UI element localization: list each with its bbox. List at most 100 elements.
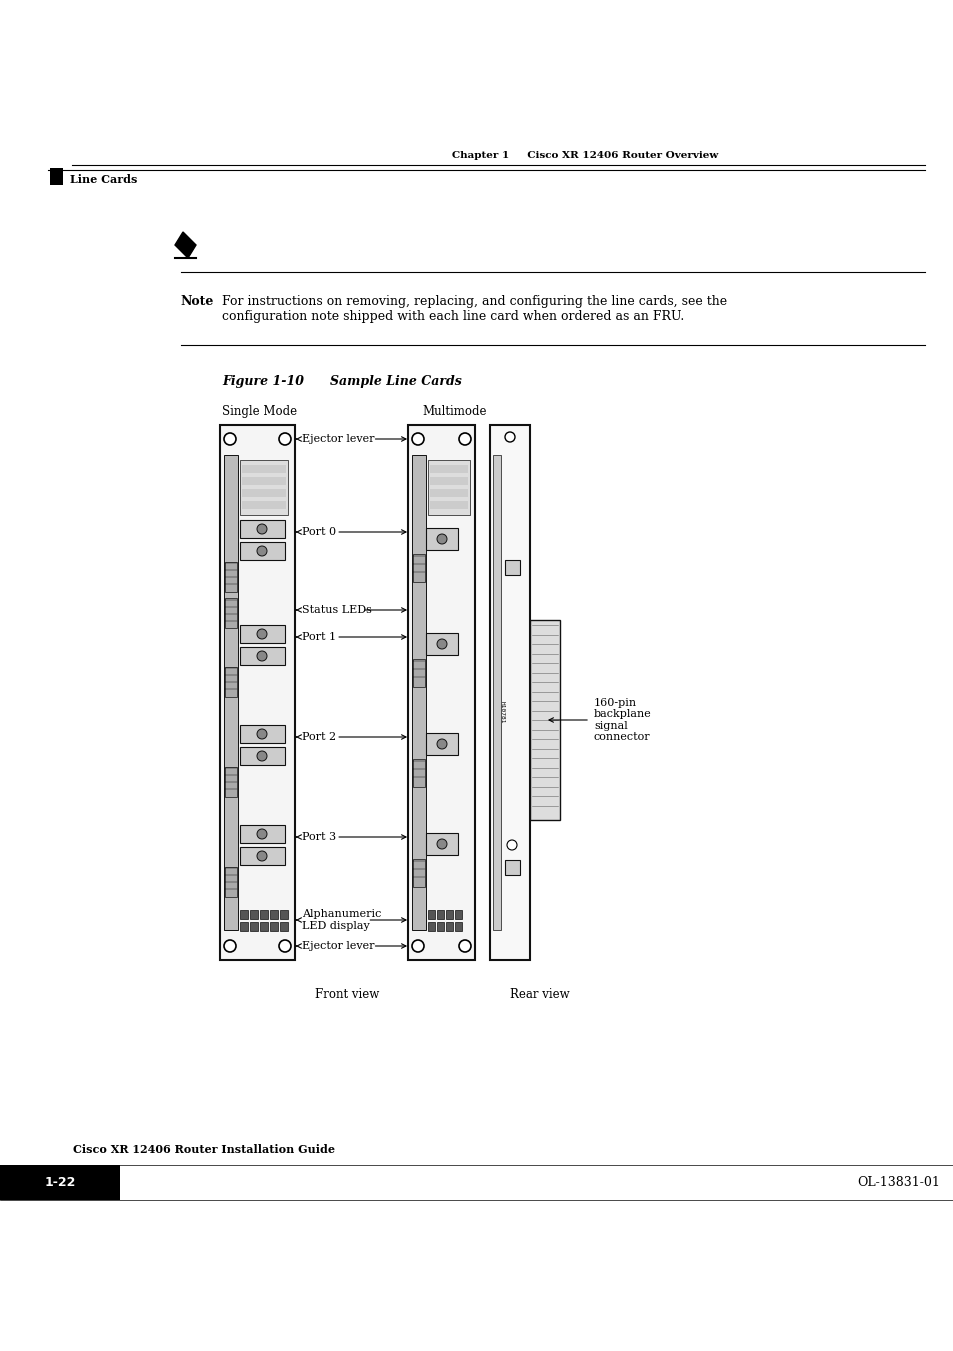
Circle shape [256, 651, 267, 661]
Text: Rear view: Rear view [510, 988, 569, 1001]
Circle shape [436, 839, 447, 848]
Text: Port 1: Port 1 [302, 632, 335, 642]
Bar [225, 562, 236, 592]
Text: Port 2: Port 2 [302, 732, 335, 742]
Circle shape [458, 434, 471, 444]
Bar [413, 659, 424, 688]
Text: Ejector lever: Ejector lever [302, 434, 375, 444]
Text: OL-13831-01: OL-13831-01 [856, 1177, 939, 1189]
Bar [242, 477, 286, 485]
Bar [250, 921, 257, 931]
Bar [430, 501, 468, 509]
Bar [240, 725, 285, 743]
Bar [436, 921, 443, 931]
Circle shape [458, 940, 471, 952]
Bar [242, 465, 286, 473]
Bar [280, 911, 288, 919]
Circle shape [278, 940, 291, 952]
Text: Figure 1-10: Figure 1-10 [222, 376, 304, 388]
Text: Sample Line Cards: Sample Line Cards [330, 376, 461, 388]
Text: Front view: Front view [314, 988, 378, 1001]
Bar [426, 634, 457, 655]
Polygon shape [174, 232, 195, 258]
Bar [430, 477, 468, 485]
Bar [260, 921, 268, 931]
Bar [426, 834, 457, 855]
Bar [220, 426, 294, 961]
Text: Ejector lever: Ejector lever [302, 942, 375, 951]
Text: 1-22: 1-22 [44, 1177, 75, 1189]
Bar [504, 861, 519, 875]
Bar [240, 626, 285, 643]
Bar [490, 426, 530, 961]
Bar [280, 921, 288, 931]
Bar [240, 647, 285, 665]
Circle shape [256, 730, 267, 739]
Bar [270, 921, 277, 931]
Bar [260, 911, 268, 919]
Circle shape [256, 830, 267, 839]
Bar [455, 921, 461, 931]
Text: Alphanumeric
LED display: Alphanumeric LED display [302, 909, 381, 931]
Bar [242, 489, 286, 497]
Bar [426, 528, 457, 550]
Circle shape [224, 940, 235, 952]
Bar [436, 911, 443, 919]
Circle shape [436, 739, 447, 748]
Circle shape [256, 546, 267, 557]
Circle shape [256, 851, 267, 861]
Bar [413, 554, 424, 582]
Circle shape [256, 524, 267, 534]
Bar [240, 921, 248, 931]
Circle shape [436, 639, 447, 648]
Bar [225, 867, 236, 897]
Bar [225, 598, 236, 628]
Bar [455, 911, 461, 919]
Bar [224, 455, 237, 929]
Bar [250, 911, 257, 919]
Bar [430, 465, 468, 473]
Text: Note: Note [180, 295, 213, 308]
Bar [240, 542, 285, 561]
Bar [530, 620, 559, 820]
Bar [225, 767, 236, 797]
Text: Single Mode: Single Mode [222, 405, 296, 417]
Bar [240, 459, 288, 515]
Bar [225, 667, 236, 697]
Circle shape [224, 434, 235, 444]
Bar [413, 759, 424, 788]
Bar [428, 459, 470, 515]
Text: Line Cards: Line Cards [70, 174, 137, 185]
Bar [413, 859, 424, 888]
Circle shape [256, 751, 267, 761]
Circle shape [506, 840, 517, 850]
Bar [408, 426, 475, 961]
Bar [240, 825, 285, 843]
Bar [430, 489, 468, 497]
Text: Port 3: Port 3 [302, 832, 335, 842]
Circle shape [436, 534, 447, 544]
Bar [240, 911, 248, 919]
Bar [504, 561, 519, 576]
Circle shape [278, 434, 291, 444]
Text: 160-pin
backplane
signal
connector: 160-pin backplane signal connector [594, 697, 651, 743]
Bar [242, 501, 286, 509]
Text: Cisco XR 12406 Router Installation Guide: Cisco XR 12406 Router Installation Guide [73, 1144, 335, 1155]
Bar [412, 455, 426, 929]
Bar [240, 747, 285, 765]
Text: Chapter 1     Cisco XR 12406 Router Overview: Chapter 1 Cisco XR 12406 Router Overview [452, 151, 718, 159]
Text: Status LEDs: Status LEDs [302, 605, 372, 615]
Bar [50, 168, 63, 185]
Circle shape [504, 432, 515, 442]
Bar [446, 921, 453, 931]
Bar [446, 911, 453, 919]
Circle shape [412, 434, 423, 444]
Bar [426, 734, 457, 755]
Text: Multimode: Multimode [421, 405, 486, 417]
Bar [0, 1165, 120, 1200]
Bar [270, 911, 277, 919]
Bar [240, 520, 285, 538]
Bar [428, 911, 435, 919]
Bar [493, 455, 500, 929]
Bar [240, 847, 285, 865]
